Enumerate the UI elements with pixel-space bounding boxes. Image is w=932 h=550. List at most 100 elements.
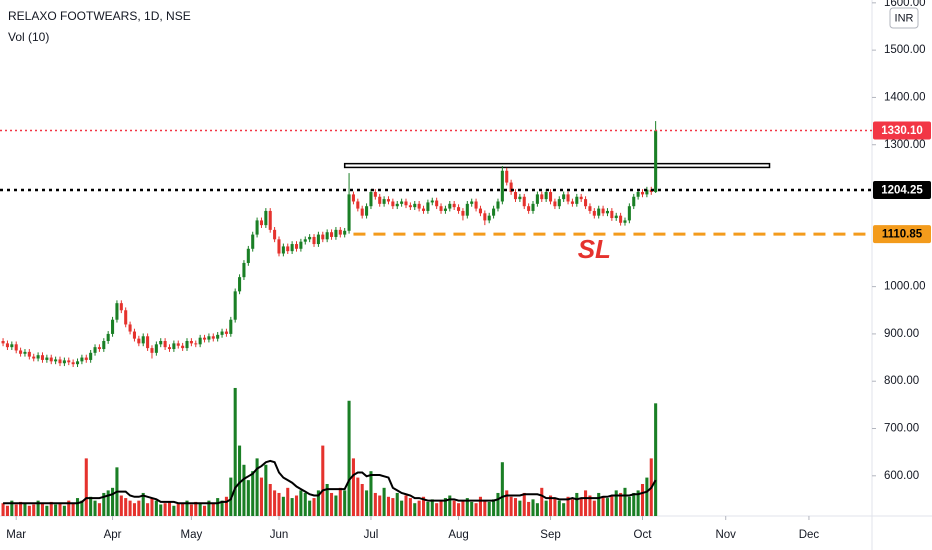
candle-body [246,248,250,263]
candle-body [281,246,285,254]
volume-bar [176,503,180,516]
candle-body [566,194,570,202]
volume-bar [321,445,325,516]
candle-body [119,303,123,311]
volume-bar [259,477,264,516]
volume-bar [58,503,62,516]
volume-bar [430,499,434,516]
candle-body [167,347,172,350]
candle-body [522,196,526,207]
volume-bar [619,492,623,516]
volume-bar [238,445,242,516]
x-tick-label: Mar [6,529,26,541]
volume-bar [487,501,491,516]
candle-body [220,331,224,335]
volume-bar [338,487,342,516]
candle-body [645,189,649,195]
candle-body [264,210,268,226]
volume-bar [452,500,456,516]
volume-bar [548,495,553,516]
candle-body [89,352,93,360]
candle-body [216,334,220,339]
volume-bar [54,504,58,516]
candle-body [426,202,430,211]
candle-body [584,199,588,207]
volume-bar [584,490,588,516]
y-tick-label: 1500.00 [884,44,926,56]
volume-bar [124,498,128,516]
volume-bar [62,505,66,516]
volume-bar [645,477,649,516]
volume-bar [316,490,320,516]
volume-bar [413,503,417,516]
candle-body [32,356,36,359]
volume-bar [207,500,211,516]
volume-bar [154,500,158,516]
volume-bar [579,498,583,516]
volume-bar [181,503,185,516]
volume-bar [448,495,452,516]
candle-body [255,220,259,235]
candle-body [492,208,496,216]
volume-bar [185,500,189,516]
candle-body [378,196,382,204]
volume-bar [522,492,526,516]
volume-bar [312,498,316,516]
candle-body [513,192,518,200]
volume-bar [216,498,220,516]
x-tick-label: Jul [364,529,379,541]
candle-body [128,324,132,332]
volume-bar [119,495,123,516]
volume-bar [202,505,207,516]
volume-bar [570,499,574,516]
candle-body [111,319,115,334]
resistance-box [343,162,771,169]
candle-body [413,203,417,208]
candle-body [19,350,23,354]
y-tick-label: 900.00 [884,328,919,340]
volume-bar [461,500,465,516]
volume-bar [286,487,290,516]
candle-body [141,336,145,344]
volume-bar [535,503,539,516]
volume-bar [220,500,224,516]
y-tick-label: 700.00 [884,423,919,435]
volume-bar [189,504,193,516]
candle-body [251,234,255,249]
volume-bar [443,498,447,516]
currency-box[interactable] [889,7,919,29]
y-tick-label: 800.00 [884,375,919,387]
candle-body [198,337,202,345]
candle-body [146,336,150,349]
candle-body [36,355,40,359]
volume-bar [439,500,443,516]
candle-body [207,336,211,340]
candle-body [386,199,391,202]
volume-bar [299,490,303,516]
candle-body [40,355,45,360]
volume-bar [623,487,627,516]
volume-bar [395,492,399,516]
price-label-box [873,121,931,140]
candle-body [461,210,465,216]
volume-bar [32,504,36,516]
currency-label[interactable]: INR [895,12,914,24]
volume-bar [172,505,176,516]
candle-body [97,347,101,350]
volume-bar [84,458,88,516]
y-tick-label: 1600.00 [884,0,926,9]
candle-body [619,215,623,223]
candle-body [14,344,18,351]
candle-body [325,232,329,240]
volume-bar [365,490,369,516]
candle-body [421,208,426,211]
volume-bar [610,495,614,516]
candle-body [277,239,281,254]
candle-body [356,201,360,209]
volume-bar [242,464,246,516]
volume-bar [518,500,522,516]
candle-body [163,341,167,348]
x-tick-label: Apr [104,529,122,541]
chart-title: RELAXO FOOTWEARS, 1D, NSE [8,9,191,23]
volume-bar [93,500,97,516]
